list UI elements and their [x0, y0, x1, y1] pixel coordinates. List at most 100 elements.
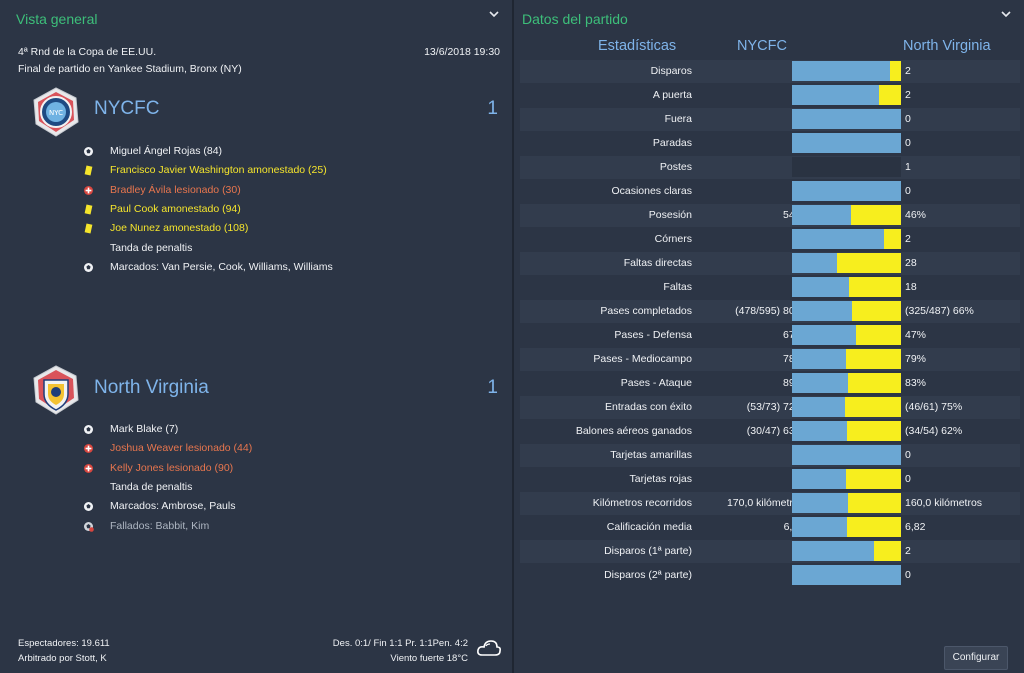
event-text[interactable]: Mark Blake (7) — [110, 423, 179, 435]
stat-comparison-bar — [792, 397, 901, 417]
panel-divider — [512, 0, 514, 673]
stat-away-value: 0 — [905, 449, 911, 461]
event-row: Miguel Ángel Rojas (84) — [0, 143, 512, 162]
stat-home-bar — [792, 517, 847, 537]
event-text[interactable]: Joe Nunez amonestado (108) — [110, 222, 249, 235]
stat-label: Tarjetas amarillas — [610, 449, 692, 461]
stat-away-value: 0 — [905, 185, 911, 197]
stat-label: Pases - Ataque — [620, 377, 692, 389]
event-text[interactable]: Francisco Javier Washington amonestado (… — [110, 164, 327, 177]
stat-comparison-bar — [792, 445, 901, 465]
stat-away-bar — [849, 277, 901, 297]
stat-label: Faltas directas — [623, 257, 692, 269]
stat-away-bar — [856, 325, 901, 345]
nycfc-crest-icon[interactable]: NYC — [30, 86, 82, 138]
event-text[interactable]: Tanda de penaltis — [110, 241, 193, 254]
stat-home-bar — [792, 301, 852, 321]
match-datetime: 13/6/2018 19:30 — [424, 46, 500, 58]
event-text[interactable]: Kelly Jones lesionado (90) — [110, 461, 234, 474]
event-row: Mark Blake (7) — [0, 421, 512, 440]
event-text[interactable]: Fallados: Babbit, Kim — [110, 519, 210, 532]
configure-button[interactable]: Configurar — [944, 646, 1008, 670]
stat-away-value: 47% — [905, 329, 927, 341]
stat-away-value: 2 — [905, 89, 911, 101]
stat-away-bar — [848, 493, 901, 513]
stats-home-team: NYCFC — [737, 38, 787, 54]
stat-label: Balones aéreos ganados — [575, 425, 692, 437]
away-team-score: 1 — [487, 377, 498, 398]
injury-cross-icon — [83, 185, 94, 196]
event-text[interactable]: Marcados: Ambrose, Pauls — [110, 500, 236, 513]
away-team-name[interactable]: North Virginia — [94, 377, 209, 398]
event-text[interactable]: Paul Cook amonestado (94) — [110, 202, 241, 215]
stat-label: Fuera — [664, 113, 692, 125]
stat-home-value: (30/47) 63% — [746, 425, 804, 437]
stat-row: Disparos (1ª parte)62 — [520, 540, 1020, 563]
stat-label: Disparos — [650, 65, 692, 77]
stat-away-value: 2 — [905, 65, 911, 77]
stat-comparison-bar — [792, 541, 901, 561]
stat-row: Ocasiones claras20 — [520, 180, 1020, 203]
stat-row: Pases - Mediocampo78%79% — [520, 348, 1020, 371]
stat-away-bar — [845, 397, 901, 417]
home-team-name[interactable]: NYCFC — [94, 98, 160, 119]
stat-label: Pases - Mediocampo — [593, 353, 692, 365]
event-text[interactable]: Marcados: Van Persie, Cook, Williams, Wi… — [110, 260, 333, 273]
event-text[interactable]: Joshua Weaver lesionado (44) — [110, 442, 253, 455]
stat-row: Posesión54%46% — [520, 204, 1020, 227]
missed-penalty-icon — [83, 521, 94, 532]
stats-collapse-chevron-icon[interactable] — [1000, 8, 1014, 22]
stat-row: Pases completados (478/595) 80% (325/487) … — [520, 300, 1020, 323]
event-text[interactable]: Miguel Ángel Rojas (84) — [110, 145, 223, 157]
event-row: Bradley Ávila lesionado (30) — [0, 182, 512, 201]
stat-home-bar — [792, 205, 851, 225]
stat-away-value: 83% — [905, 377, 927, 389]
stat-row: Disparos172 — [520, 60, 1020, 83]
stat-comparison-bar — [792, 349, 901, 369]
stat-comparison-bar — [792, 565, 901, 585]
event-row: Tanda de penaltis — [0, 479, 512, 498]
stat-comparison-bar — [792, 325, 901, 345]
event-text[interactable]: Tanda de penaltis — [110, 480, 193, 493]
stat-away-value: 2 — [905, 545, 911, 557]
svg-text:NYC: NYC — [49, 109, 63, 117]
stat-away-value: 0 — [905, 113, 911, 125]
stat-away-value: 2 — [905, 233, 911, 245]
stats-title: Datos del partido — [522, 11, 628, 27]
overview-collapse-chevron-icon[interactable] — [488, 8, 502, 22]
stat-away-value: (34/54) 62% — [905, 425, 963, 437]
stat-home-value: 170,0 kilómetros — [726, 497, 804, 509]
stat-label: A puerta — [652, 89, 692, 101]
stat-away-value: 0 — [905, 137, 911, 149]
event-row: Marcados: Van Persie, Cook, Williams, Wi… — [0, 259, 512, 278]
stat-home-bar — [792, 229, 884, 249]
stat-away-bar — [890, 61, 901, 81]
stat-away-bar — [847, 517, 901, 537]
event-row: Fallados: Babbit, Kim — [0, 518, 512, 537]
stat-label: Faltas — [663, 281, 692, 293]
stat-home-bar — [792, 373, 848, 393]
event-text[interactable]: Bradley Ávila lesionado (30) — [110, 183, 241, 196]
stat-comparison-bar — [792, 181, 901, 201]
stat-home-bar — [792, 349, 846, 369]
stat-row: Faltas directas2028 — [520, 252, 1020, 275]
stat-away-value: 6,82 — [905, 521, 926, 533]
stat-row: Paradas10 — [520, 132, 1020, 155]
event-row: Marcados: Ambrose, Pauls — [0, 498, 512, 517]
stat-away-bar — [846, 469, 901, 489]
stat-comparison-bar — [792, 229, 901, 249]
stat-comparison-bar — [792, 61, 901, 81]
overview-panel: Vista general 4ª Rnd de la Copa de EE.UU… — [0, 8, 512, 664]
goal-ball-icon — [83, 424, 94, 435]
stat-away-value: (46/61) 75% — [905, 401, 963, 413]
north-virginia-crest-icon[interactable] — [30, 364, 82, 416]
stats-header-label: Estadísticas — [598, 38, 677, 54]
stat-row: Tarjetas rojas00 — [520, 468, 1020, 491]
event-row: Francisco Javier Washington amonestado (… — [0, 162, 512, 181]
stat-comparison-bar — [792, 301, 901, 321]
stat-label: Disparos (2ª parte) — [604, 569, 692, 581]
stat-home-value: (53/73) 72% — [746, 401, 804, 413]
stat-comparison-bar — [792, 277, 901, 297]
stat-home-bar — [792, 133, 901, 153]
stat-home-bar — [792, 493, 848, 513]
